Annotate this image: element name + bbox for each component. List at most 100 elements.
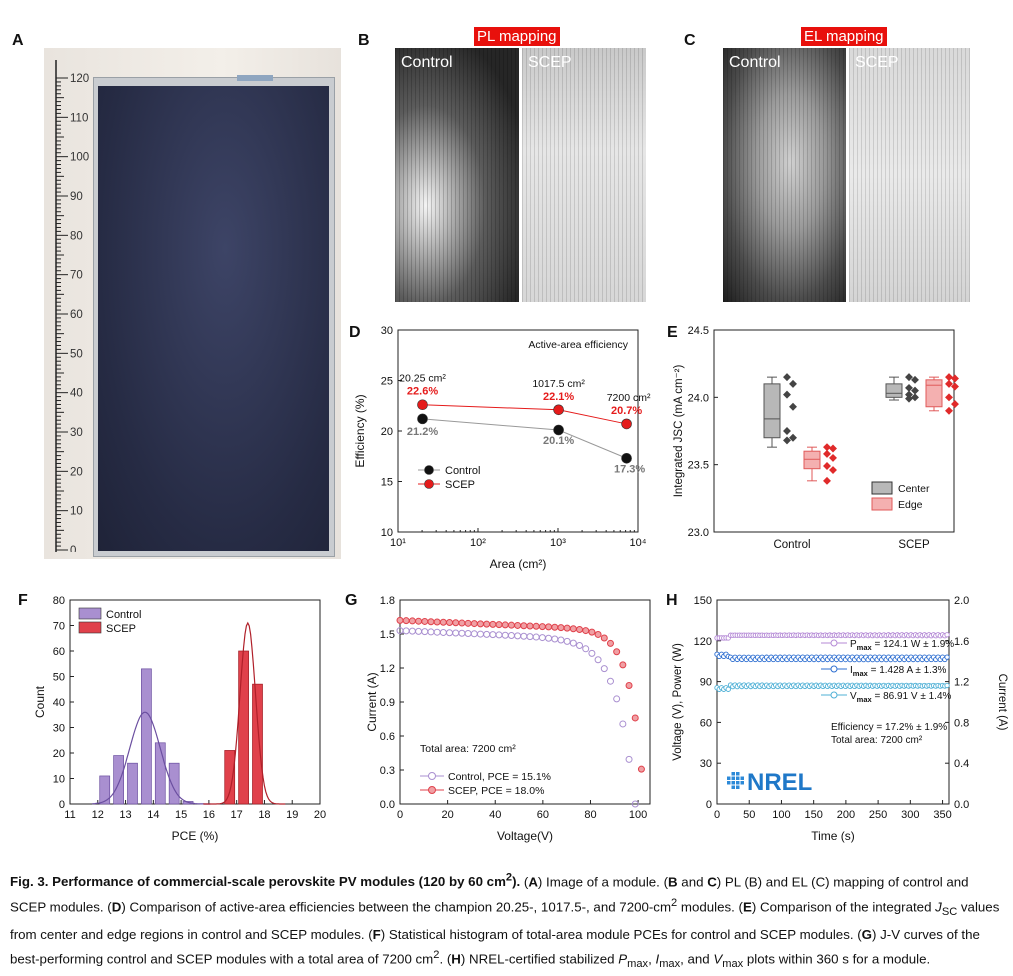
x-tick-label: 10⁴	[630, 537, 647, 549]
y-tick-label: 30	[53, 723, 65, 735]
x-tick-label: 250	[869, 809, 887, 821]
panel-label-e: E	[667, 324, 678, 341]
chart-g-jv: 0.0 0.3 0.6 0.9 1.2 1.5 1.8 0 20 40 60 80 100 Voltage…	[365, 595, 651, 843]
jv-point-scep	[576, 625, 584, 633]
jv-point-scep	[439, 618, 447, 626]
histogram-bar-scep	[238, 650, 249, 805]
jv-point-control	[433, 628, 441, 636]
data-label: 20.7%	[611, 405, 642, 417]
box-control-center	[763, 383, 781, 439]
legend-label-vmax: Vmax = 86.91 V ± 1.4%	[850, 691, 952, 704]
jv-point-scep	[415, 617, 423, 625]
jv-point-control	[631, 800, 639, 808]
x-tick-label: 200	[837, 809, 855, 821]
ruler-tick-label: 110	[70, 112, 88, 124]
jv-point-scep	[606, 639, 614, 647]
pl-scep-image: SCEP	[522, 48, 646, 302]
annotation-note: Total area: 7200 cm²	[831, 735, 923, 746]
jv-point-control	[538, 634, 546, 642]
y-tick-label: 70	[53, 621, 65, 633]
box-data-point	[945, 406, 953, 415]
y-tick-label: 1.8	[380, 595, 395, 607]
x-tick-label: 300	[901, 809, 919, 821]
pl-control-image: Control	[395, 48, 519, 302]
legend-marker	[428, 786, 436, 794]
jv-point-scep	[396, 616, 404, 624]
jv-point-scep	[532, 622, 540, 630]
jv-point-scep	[520, 622, 528, 630]
y-tick-label-right: 0.8	[954, 717, 969, 729]
jv-point-control	[452, 629, 460, 637]
y-axis-label-right: Current (A)	[996, 674, 1008, 731]
box-data-point	[829, 466, 837, 475]
legend-marker	[830, 691, 838, 699]
x-axis-label: Area (cm²)	[490, 557, 547, 571]
plot-frame	[716, 599, 950, 805]
nrel-logo-dot	[736, 781, 740, 785]
data-label: 22.6%	[407, 386, 438, 398]
el-scep-image: SCEP	[849, 48, 970, 302]
jv-point-control	[625, 755, 633, 763]
jv-point-control	[551, 635, 559, 643]
panel-label-b: B	[358, 32, 370, 49]
y-axis-label: Current (A)	[365, 672, 379, 731]
panel-label-f: F	[18, 592, 28, 609]
jv-point-scep	[569, 625, 577, 633]
y-tick-label-left: 120	[694, 636, 712, 648]
jv-point-control	[576, 642, 584, 650]
fit-curve-control	[92, 711, 211, 805]
jv-point-scep	[637, 765, 645, 773]
y-axis-label: Efficiency (%)	[353, 394, 367, 467]
x-tick-label: 0	[714, 809, 720, 821]
box-data-point	[823, 443, 831, 452]
jv-point-control	[421, 628, 429, 636]
nrel-logo-dot	[740, 776, 744, 780]
jv-point-control	[514, 632, 522, 640]
x-tick-label: 10³	[550, 537, 566, 549]
ruler-tick-label: 70	[70, 270, 83, 282]
legend-label: Control, PCE = 15.1%	[448, 771, 551, 783]
jv-point-control	[489, 631, 497, 639]
nrel-logo-dot	[736, 785, 740, 789]
ruler-tick-label: 30	[70, 427, 83, 439]
histogram-bar-control	[127, 762, 138, 805]
legend-label-pmax: Pmax = 124.1 W ± 1.9%	[850, 639, 954, 652]
jv-point-scep	[495, 621, 503, 629]
jv-point-scep	[588, 628, 596, 636]
jv-point-control	[408, 627, 416, 635]
x-tick-label: 80	[584, 809, 596, 821]
jv-point-scep	[446, 619, 454, 627]
y-tick-label: 1.5	[380, 629, 395, 641]
annotation: Active-area efficiency	[528, 339, 628, 351]
ruler-tick-label: 50	[70, 348, 83, 360]
panel-label-g: G	[345, 592, 358, 609]
jv-point-control	[563, 637, 571, 645]
legend-label: SCEP, PCE = 18.0%	[448, 785, 544, 797]
legend-marker	[424, 479, 434, 489]
y-axis-label: Count	[33, 685, 47, 718]
panel-label-h: H	[666, 592, 678, 609]
data-point	[553, 404, 564, 416]
chart-e-jsc-box: 23.0 23.5 24.0 24.5 Integrated JSC (mA cm⁻²)…	[673, 325, 959, 551]
x-tick-label: 19	[286, 809, 298, 821]
module-clip	[237, 75, 273, 81]
x-axis-label: Voltage(V)	[497, 829, 553, 843]
jv-point-control	[470, 630, 478, 638]
histogram-bar-control	[154, 742, 166, 805]
legend-label: SCEP	[445, 479, 475, 491]
pl-scep-label: SCEP	[528, 54, 572, 71]
data-point	[417, 399, 428, 411]
box-data-point	[951, 400, 959, 409]
y-tick-label: 0	[59, 799, 65, 811]
jv-point-scep	[408, 617, 416, 625]
y-tick-label: 10	[53, 774, 65, 786]
jv-point-control	[569, 639, 577, 647]
y-tick-label: 24.5	[688, 325, 709, 337]
chart-d-efficiency: 10 15 20 25 30 10¹ 10² 10³ 10⁴ Area (cm²) Efficien…	[353, 325, 651, 571]
y-tick-label-left: 30	[700, 758, 712, 770]
jv-point-control	[594, 656, 602, 664]
box-data-point	[829, 453, 837, 462]
box-scep-center	[885, 383, 903, 398]
histogram-bar-scep	[252, 683, 263, 805]
ruler-tick-label: 60	[70, 309, 83, 321]
